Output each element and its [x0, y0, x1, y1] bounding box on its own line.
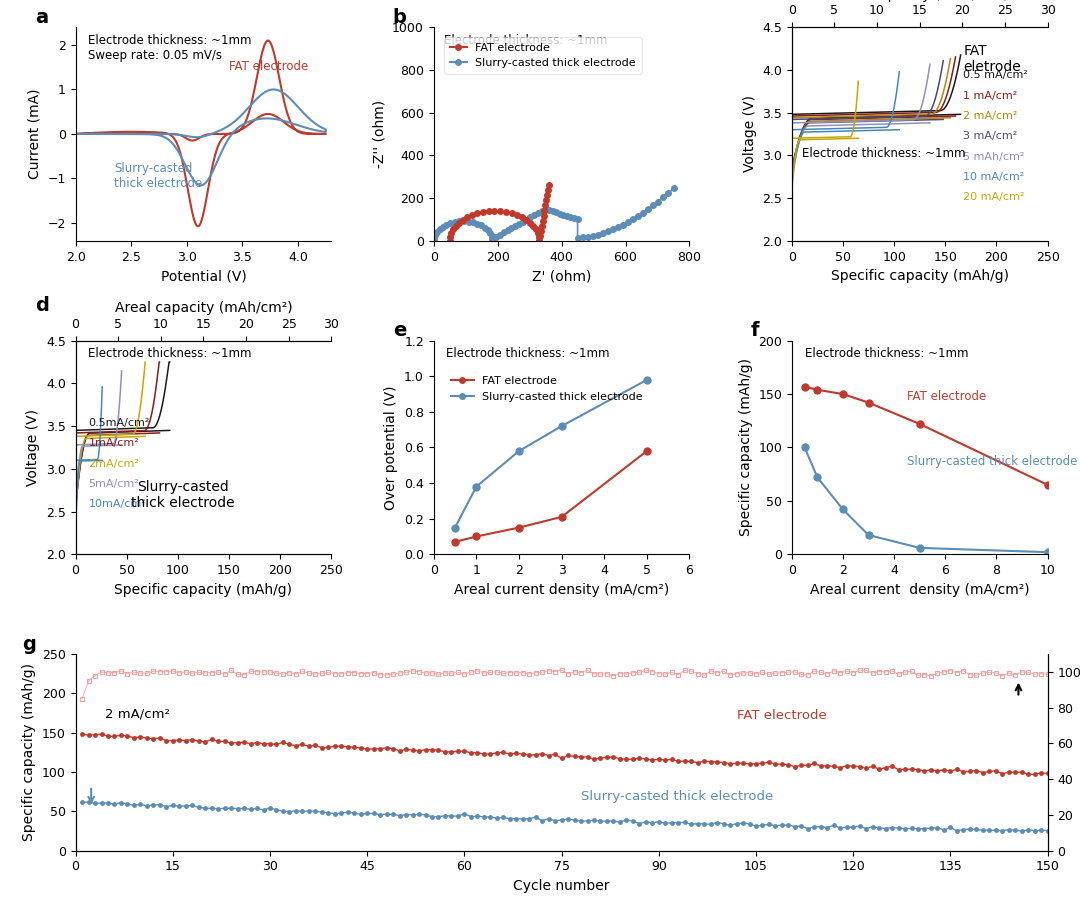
Text: g: g	[23, 635, 36, 654]
Text: Slurry-casted
thick electrode: Slurry-casted thick electrode	[131, 480, 234, 510]
Text: d: d	[35, 296, 49, 315]
X-axis label: Areal current  density (mA/cm²): Areal current density (mA/cm²)	[810, 583, 1029, 596]
X-axis label: Cycle number: Cycle number	[513, 879, 610, 893]
Text: 5mA/cm²: 5mA/cm²	[89, 479, 139, 489]
Text: 10 mA/cm²: 10 mA/cm²	[963, 172, 1025, 182]
Y-axis label: Specific capacity (mAh/g): Specific capacity (mAh/g)	[23, 663, 37, 842]
Text: 2 mA/cm²: 2 mA/cm²	[963, 111, 1017, 121]
Text: Slurry-casted thick electrode: Slurry-casted thick electrode	[581, 789, 773, 803]
Legend: FAT electrode, Slurry-casted thick electrode: FAT electrode, Slurry-casted thick elect…	[444, 37, 642, 73]
Legend: FAT electrode, Slurry-casted thick electrode: FAT electrode, Slurry-casted thick elect…	[447, 372, 648, 406]
Text: b: b	[393, 8, 407, 27]
Text: Electrode thickness: ~1mm: Electrode thickness: ~1mm	[805, 347, 968, 360]
Y-axis label: Current (mA): Current (mA)	[28, 89, 42, 179]
X-axis label: Potential (V): Potential (V)	[161, 269, 246, 283]
Text: FAT electrode: FAT electrode	[229, 60, 308, 73]
Text: FAT
eletrode: FAT eletrode	[963, 44, 1021, 74]
X-axis label: Areal current density (mA/cm²): Areal current density (mA/cm²)	[454, 583, 670, 596]
Y-axis label: Voltage (V): Voltage (V)	[26, 409, 40, 486]
Text: 2 mA/cm²: 2 mA/cm²	[105, 707, 170, 720]
X-axis label: Areal capacity (mAh/cm²): Areal capacity (mAh/cm²)	[114, 301, 293, 315]
Text: Electrode thickness: ~1mm: Electrode thickness: ~1mm	[446, 347, 610, 360]
Y-axis label: Over potential (V): Over potential (V)	[384, 386, 399, 510]
Y-axis label: Specific capacity (mAh/g): Specific capacity (mAh/g)	[739, 358, 753, 537]
Text: Slurry-casted
thick electrode: Slurry-casted thick electrode	[114, 162, 202, 190]
Y-axis label: Voltage (V): Voltage (V)	[743, 96, 757, 173]
X-axis label: Specific capacity (mAh/g): Specific capacity (mAh/g)	[114, 583, 293, 596]
Text: e: e	[393, 321, 406, 340]
Text: 0.5 mA/cm²: 0.5 mA/cm²	[963, 71, 1028, 81]
Text: Electrode thickness: ~1mm: Electrode thickness: ~1mm	[89, 347, 252, 360]
Text: c: c	[751, 0, 762, 1]
Text: 10mA/cm²: 10mA/cm²	[89, 500, 146, 510]
Text: 20 mA/cm²: 20 mA/cm²	[963, 192, 1025, 202]
Text: FAT electrode: FAT electrode	[907, 390, 986, 404]
Text: 0.5mA/cm²: 0.5mA/cm²	[89, 418, 150, 428]
Text: 1mA/cm²: 1mA/cm²	[89, 438, 139, 448]
Text: Slurry-casted thick electrode: Slurry-casted thick electrode	[907, 454, 1077, 468]
Text: FAT electrode: FAT electrode	[737, 709, 826, 722]
Text: 1 mA/cm²: 1 mA/cm²	[963, 90, 1017, 100]
Text: f: f	[751, 321, 759, 340]
Y-axis label: -Z'' (ohm): -Z'' (ohm)	[373, 100, 387, 168]
Text: Electrode thickness: ~1mm: Electrode thickness: ~1mm	[444, 33, 607, 46]
Text: a: a	[35, 8, 48, 27]
Text: Electrode thickness: ~1mm
Sweep rate: 0.05 mV/s: Electrode thickness: ~1mm Sweep rate: 0.…	[89, 33, 252, 62]
X-axis label: Areal capacity (mAh/cm²): Areal capacity (mAh/cm²)	[831, 0, 1009, 2]
Text: 5 mAh/cm²: 5 mAh/cm²	[963, 152, 1025, 162]
Text: 2mA/cm²: 2mA/cm²	[89, 459, 139, 469]
Text: 3 mA/cm²: 3 mA/cm²	[963, 131, 1017, 141]
Text: Electrode thickness: ~1mm: Electrode thickness: ~1mm	[802, 147, 966, 160]
X-axis label: Specific capacity (mAh/g): Specific capacity (mAh/g)	[831, 269, 1009, 283]
X-axis label: Z' (ohm): Z' (ohm)	[532, 269, 591, 283]
